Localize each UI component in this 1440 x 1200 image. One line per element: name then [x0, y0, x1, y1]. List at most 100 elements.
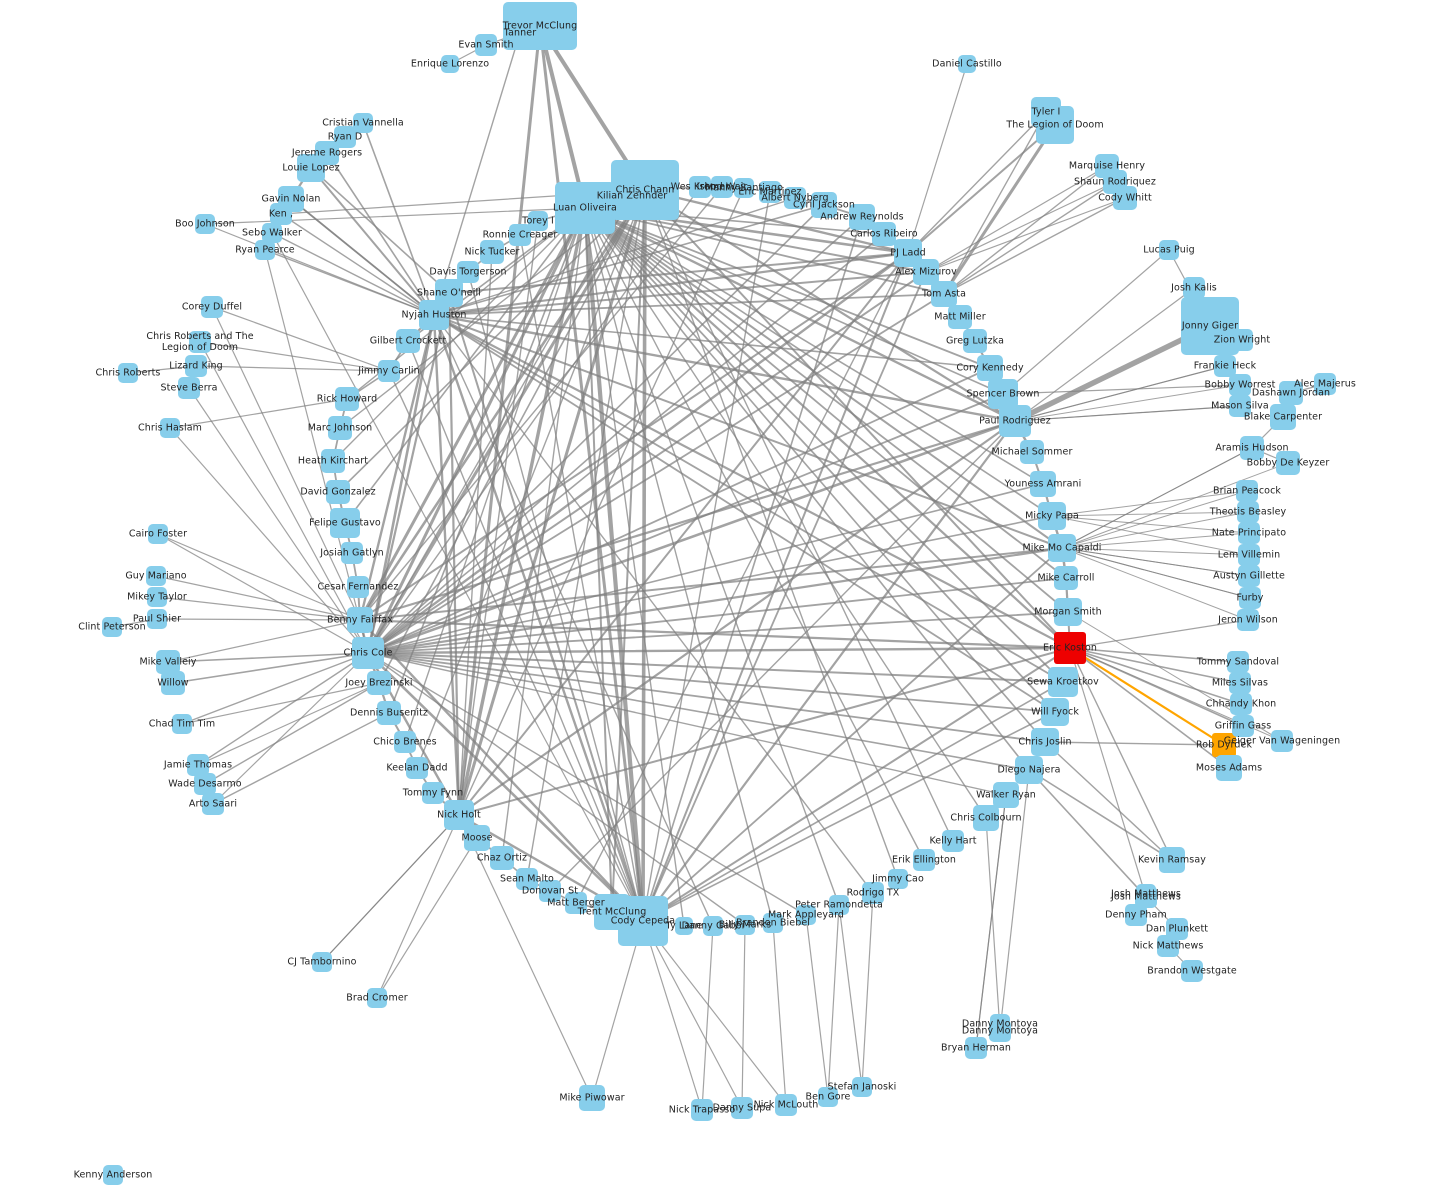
graph-node[interactable]: [1279, 381, 1303, 405]
graph-node[interactable]: [187, 754, 209, 776]
graph-node[interactable]: [528, 211, 548, 231]
graph-node[interactable]: [490, 846, 514, 870]
graph-node[interactable]: [347, 576, 369, 598]
graph-node[interactable]: [202, 793, 224, 815]
graph-node[interactable]: [731, 1097, 753, 1119]
graph-node[interactable]: [1227, 651, 1249, 673]
graph-node[interactable]: [691, 1099, 713, 1121]
graph-node[interactable]: [195, 214, 215, 234]
graph-node[interactable]: [326, 480, 350, 504]
graph-node[interactable]: [1054, 598, 1082, 626]
graph-node[interactable]: [353, 113, 373, 133]
graph-node[interactable]: [818, 1087, 838, 1107]
graph-node[interactable]: [1236, 480, 1258, 502]
graph-node[interactable]: [931, 281, 957, 307]
graph-node[interactable]: [201, 296, 223, 318]
graph-node[interactable]: [262, 223, 282, 243]
graph-node[interactable]: [1048, 667, 1078, 697]
graph-node[interactable]: [335, 387, 359, 411]
graph-node[interactable]: [118, 363, 138, 383]
graph-node[interactable]: [1230, 693, 1252, 715]
graph-node[interactable]: [1038, 502, 1066, 530]
graph-node[interactable]: [735, 915, 755, 935]
graph-node[interactable]: [1276, 451, 1300, 475]
graph-node[interactable]: [1181, 297, 1239, 355]
graph-node[interactable]: [297, 154, 325, 182]
graph-node[interactable]: [849, 204, 875, 230]
graph-node[interactable]: [352, 637, 384, 669]
graph-node[interactable]: [505, 20, 535, 46]
graph-node[interactable]: [913, 849, 935, 871]
graph-node[interactable]: [965, 1037, 987, 1059]
graph-node[interactable]: [1238, 544, 1260, 566]
graph-node[interactable]: [406, 757, 428, 779]
graph-node[interactable]: [993, 782, 1019, 808]
graph-node[interactable]: [888, 869, 908, 889]
graph-node[interactable]: [1240, 436, 1264, 460]
graph-node[interactable]: [829, 895, 849, 915]
graph-node[interactable]: [852, 1077, 872, 1097]
graph-node[interactable]: [189, 331, 211, 353]
graph-node[interactable]: [148, 524, 168, 544]
graph-node[interactable]: [146, 566, 166, 586]
graph-node[interactable]: [1229, 395, 1251, 417]
graph-node[interactable]: [178, 377, 200, 399]
graph-node[interactable]: [378, 360, 400, 382]
graph-node[interactable]: [675, 917, 693, 935]
graph-node[interactable]: [565, 892, 587, 914]
graph-node[interactable]: [1232, 715, 1254, 737]
graph-node[interactable]: [480, 240, 504, 264]
graph-node[interactable]: [328, 416, 352, 440]
graph-node[interactable]: [396, 329, 420, 353]
graph-node[interactable]: [1041, 698, 1069, 726]
graph-node[interactable]: [617, 181, 647, 211]
graph-node[interactable]: [441, 55, 459, 73]
graph-node[interactable]: [796, 905, 816, 925]
graph-node[interactable]: [948, 305, 972, 329]
graph-node[interactable]: [102, 617, 122, 637]
graph-node[interactable]: [103, 1165, 123, 1185]
graph-node[interactable]: [1048, 534, 1076, 562]
graph-node[interactable]: [1238, 565, 1260, 587]
graph-node[interactable]: [784, 187, 806, 209]
graph-node[interactable]: [1030, 471, 1056, 497]
graph-node[interactable]: [1237, 609, 1259, 631]
graph-node[interactable]: [963, 329, 987, 353]
graph-node[interactable]: [1214, 355, 1236, 377]
graph-node[interactable]: [1183, 277, 1205, 299]
graph-node[interactable]: [172, 714, 192, 734]
graph-node[interactable]: [555, 182, 615, 234]
graph-node[interactable]: [394, 731, 416, 753]
graph-node[interactable]: [147, 609, 167, 629]
graph-node[interactable]: [419, 300, 449, 330]
graph-node[interactable]: [973, 805, 999, 831]
graph-node[interactable]: [1031, 728, 1059, 756]
graph-node[interactable]: [185, 355, 207, 377]
graph-node[interactable]: [367, 671, 391, 695]
graph-node[interactable]: [913, 259, 939, 285]
graph-node[interactable]: [1231, 329, 1253, 351]
graph-node[interactable]: [734, 178, 754, 198]
graph-node[interactable]: [509, 224, 531, 246]
graph-node[interactable]: [156, 650, 180, 674]
graph-node[interactable]: [759, 181, 781, 203]
graph-node[interactable]: [999, 405, 1031, 437]
graph-node[interactable]: [334, 126, 356, 148]
graph-node[interactable]: [1136, 884, 1156, 904]
graph-node[interactable]: [475, 34, 497, 56]
graph-node[interactable]: [1238, 522, 1260, 544]
graph-node[interactable]: [711, 176, 733, 198]
graph-node[interactable]: [1216, 755, 1242, 781]
graph-node[interactable]: [1015, 756, 1043, 784]
graph-node[interactable]: [422, 782, 444, 804]
graph-node[interactable]: [1054, 566, 1078, 590]
graph-node[interactable]: [988, 379, 1018, 409]
graph-node[interactable]: [377, 701, 401, 725]
graph-node[interactable]: [255, 240, 275, 260]
graph-node[interactable]: [1159, 847, 1185, 873]
graph-node[interactable]: [594, 894, 630, 930]
graph-node[interactable]: [341, 542, 363, 564]
graph-node[interactable]: [1181, 960, 1203, 982]
graph-node[interactable]: [516, 868, 538, 890]
graph-node[interactable]: [1229, 672, 1251, 694]
